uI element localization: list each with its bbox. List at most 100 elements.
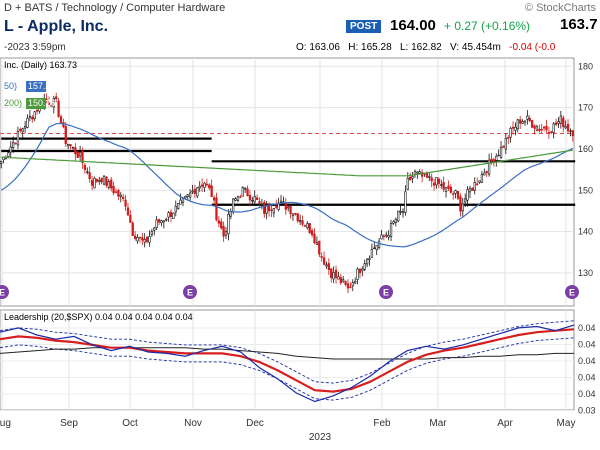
candle-body bbox=[554, 122, 558, 125]
candle-body bbox=[0, 161, 3, 164]
candle-body bbox=[102, 175, 106, 185]
candle-body bbox=[12, 142, 15, 148]
candle-body bbox=[299, 220, 302, 222]
candle-body bbox=[318, 240, 321, 255]
candle-body bbox=[337, 276, 340, 280]
candle-body bbox=[169, 211, 173, 217]
candle-body bbox=[67, 143, 70, 147]
candle-body bbox=[133, 235, 137, 239]
candle-body bbox=[155, 219, 158, 229]
candle-body bbox=[320, 255, 323, 258]
candle-body bbox=[387, 235, 390, 238]
lower-y-tick-label: 0.04 bbox=[578, 323, 596, 333]
exchange-line: D + BATS / Technology / Computer Hardwar… bbox=[4, 2, 226, 14]
candle-body bbox=[430, 177, 433, 182]
candle-body bbox=[562, 117, 565, 127]
candle-body bbox=[122, 196, 125, 199]
candle-body bbox=[411, 176, 414, 179]
candle-body bbox=[476, 183, 479, 185]
candle-body bbox=[100, 177, 103, 183]
chart-title: L - Apple, Inc. bbox=[4, 18, 109, 35]
candle-body bbox=[480, 173, 484, 183]
candle-body bbox=[313, 233, 316, 244]
candle-body bbox=[232, 198, 235, 213]
candle-body bbox=[456, 191, 460, 199]
ma200-legend-name: 200) bbox=[4, 98, 22, 108]
candle-body bbox=[47, 102, 51, 105]
candle-body bbox=[478, 180, 481, 183]
candle-body bbox=[275, 205, 278, 208]
candle-body bbox=[354, 280, 357, 284]
candle-body bbox=[181, 198, 185, 203]
candle-body bbox=[16, 131, 20, 146]
candle-body bbox=[564, 126, 567, 129]
candle-body bbox=[325, 264, 328, 267]
candle-body bbox=[112, 185, 115, 194]
candle-body bbox=[497, 154, 500, 157]
candle-body bbox=[105, 176, 108, 186]
candle-body bbox=[136, 237, 139, 242]
candle-body bbox=[205, 183, 209, 186]
candle-body bbox=[526, 115, 529, 120]
candle-body bbox=[375, 244, 378, 251]
candle-body bbox=[502, 145, 505, 148]
candle-body bbox=[153, 227, 156, 231]
candle-body bbox=[35, 109, 39, 112]
ohlc-readout: O: 163.06 H: 165.28 L: 162.82 V: 45.454m… bbox=[296, 42, 555, 53]
candle-body bbox=[538, 128, 541, 132]
candle-body bbox=[334, 269, 338, 278]
candle-body bbox=[244, 187, 247, 190]
candle-body bbox=[270, 209, 273, 211]
ma200-legend-badge bbox=[26, 98, 46, 109]
ma50-legend-value: 157.31 bbox=[28, 81, 56, 91]
candle-body bbox=[9, 146, 12, 153]
candle-body bbox=[172, 212, 175, 219]
candle-body bbox=[569, 130, 572, 132]
candle-body bbox=[306, 223, 309, 229]
candle-body bbox=[57, 100, 60, 117]
candle-body bbox=[409, 176, 412, 181]
candle-body bbox=[157, 219, 161, 223]
candle-body bbox=[540, 128, 543, 131]
candle-body bbox=[344, 281, 347, 285]
candle-body bbox=[435, 177, 438, 186]
candle-body bbox=[234, 198, 237, 201]
candle-body bbox=[394, 218, 397, 223]
candle-body bbox=[509, 128, 512, 138]
candle-body bbox=[145, 237, 149, 242]
ma200-legend-value: 150.26 bbox=[28, 98, 56, 108]
candle-body bbox=[174, 205, 177, 213]
candle-body bbox=[466, 189, 469, 201]
lower-y-tick-label: 0.04 bbox=[578, 340, 596, 350]
candle-body bbox=[294, 212, 297, 215]
candle-body bbox=[289, 205, 292, 215]
candle-body bbox=[420, 172, 424, 177]
candle-body bbox=[165, 219, 168, 221]
year-label: 2023 bbox=[309, 432, 332, 443]
candle-body bbox=[516, 119, 519, 129]
candle-body bbox=[74, 147, 77, 155]
earnings-marker bbox=[0, 285, 9, 299]
post-badge: POST bbox=[346, 20, 382, 33]
ma50-legend-badge bbox=[26, 81, 46, 92]
ma50-legend-name: 50) bbox=[4, 81, 17, 91]
candle-body bbox=[452, 193, 455, 195]
candle-body bbox=[523, 120, 527, 123]
candle-body bbox=[184, 196, 187, 199]
candle-body bbox=[514, 126, 517, 131]
candle-body bbox=[28, 116, 32, 118]
earnings-marker-label: E bbox=[187, 288, 193, 298]
candle-body bbox=[272, 208, 275, 214]
candle-body bbox=[487, 159, 491, 175]
candle-body bbox=[177, 202, 180, 209]
candle-body bbox=[499, 147, 503, 158]
candle-body bbox=[373, 247, 376, 250]
low-value: L: 162.82 bbox=[399, 42, 442, 53]
candle-body bbox=[511, 126, 515, 129]
candle-body bbox=[69, 144, 72, 146]
candle-body bbox=[138, 236, 142, 239]
candle-body bbox=[208, 184, 211, 189]
y-tick-label: 160 bbox=[578, 144, 593, 154]
candle-body bbox=[198, 185, 201, 189]
